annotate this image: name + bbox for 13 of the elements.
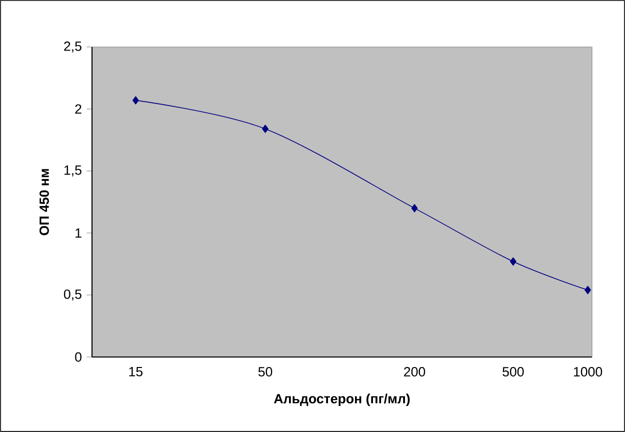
- x-tick-label: 1000: [574, 367, 602, 376]
- x-tick-label: 15: [129, 367, 143, 376]
- y-axis-title: ОП 450 нм: [40, 169, 49, 236]
- x-tick-label: 50: [258, 367, 272, 376]
- y-tick-label: 1,5: [64, 166, 82, 176]
- y-tick-label: 2: [75, 104, 82, 114]
- y-tick-label: 2,5: [64, 41, 82, 53]
- y-tick-label: 0,5: [64, 289, 82, 301]
- x-axis-title: Альдостерон (пг/мл): [274, 394, 410, 406]
- y-tick-label: 0: [75, 352, 82, 362]
- x-tick-label: 200: [404, 367, 426, 376]
- x-tick-label: 500: [502, 367, 524, 376]
- y-tick-label: 1: [76, 228, 82, 238]
